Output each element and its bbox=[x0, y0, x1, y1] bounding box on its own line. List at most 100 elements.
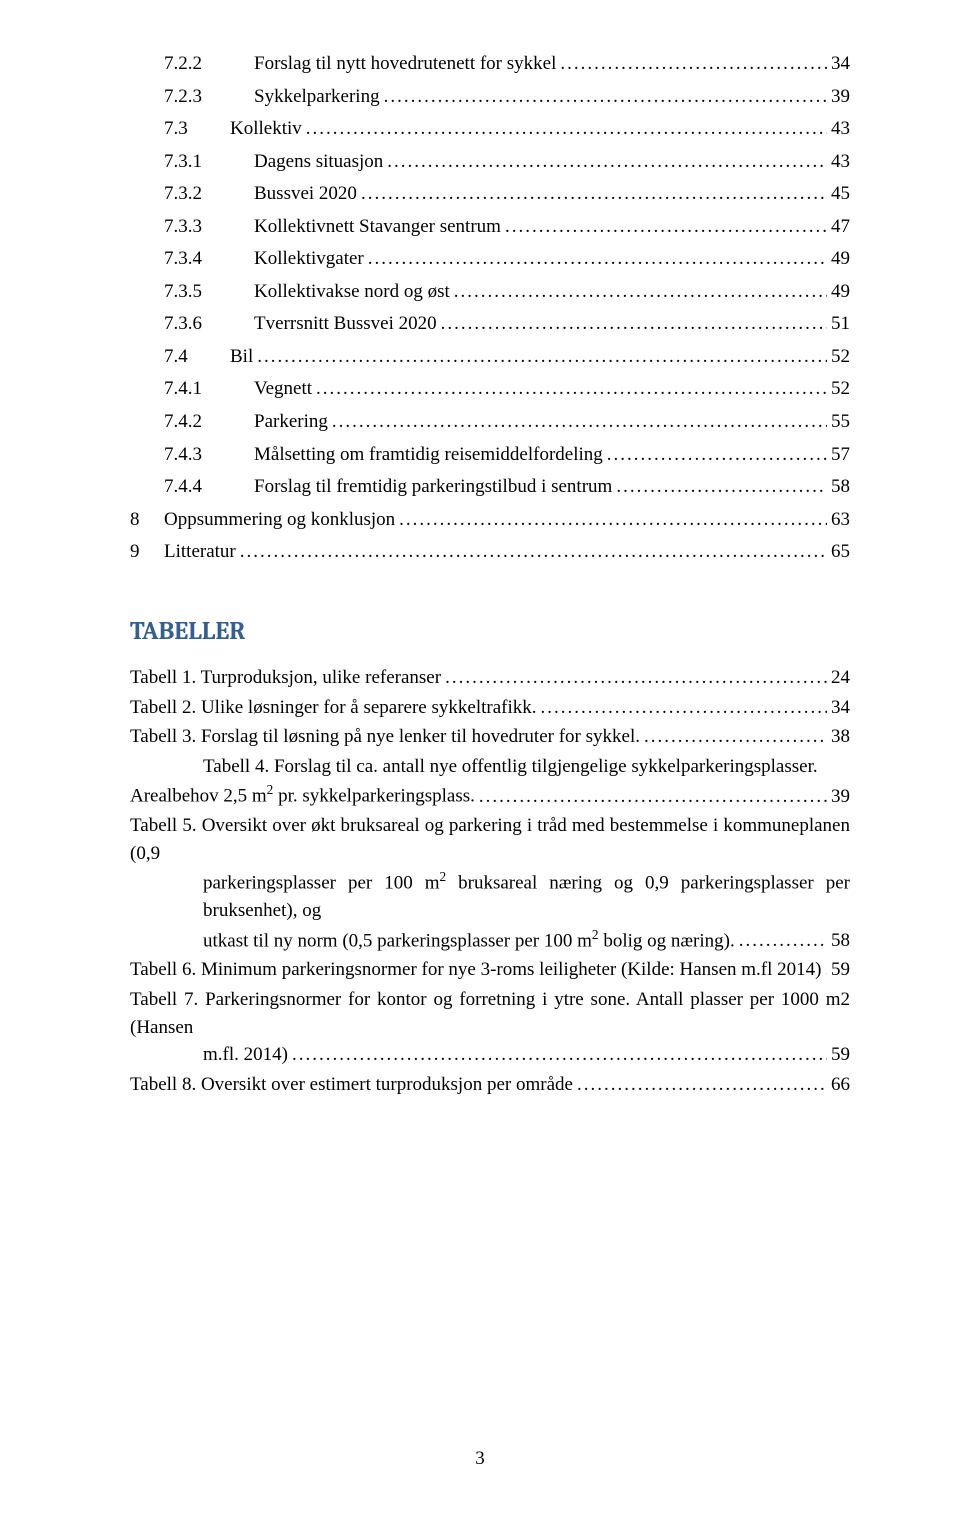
page-number: 3 bbox=[0, 1445, 960, 1473]
toc-title: Forslag til fremtidig parkeringstilbud i… bbox=[254, 473, 612, 501]
table-entry-text: Tabell 2. Ulike løsninger for å separere… bbox=[130, 694, 537, 722]
table-entry: Tabell 8. Oversikt over estimert turprod… bbox=[130, 1071, 850, 1099]
toc-page: 65 bbox=[831, 538, 850, 566]
toc-dots bbox=[541, 694, 828, 722]
toc-dots bbox=[479, 783, 827, 811]
toc-number: 7.3.2 bbox=[164, 180, 254, 208]
table-entry-page: 38 bbox=[831, 723, 850, 751]
toc-page: 63 bbox=[831, 506, 850, 534]
toc-number: 7.3.1 bbox=[164, 148, 254, 176]
toc-dots bbox=[441, 310, 827, 338]
table-entry: Tabell 1. Turproduksjon, ulike referanse… bbox=[130, 664, 850, 692]
toc-dots bbox=[361, 180, 827, 208]
table-entry: Tabell 4. Forslag til ca. antall nye off… bbox=[130, 753, 850, 810]
toc-page: 58 bbox=[831, 473, 850, 501]
toc-page: 57 bbox=[831, 441, 850, 469]
toc-page: 39 bbox=[831, 83, 850, 111]
toc-page: 34 bbox=[831, 50, 850, 78]
toc-title: Vegnett bbox=[254, 375, 312, 403]
table-entry: Tabell 7. Parkeringsnormer for kontor og… bbox=[130, 986, 850, 1069]
table-entry-page: 59 bbox=[831, 1041, 850, 1069]
toc-page: 49 bbox=[831, 245, 850, 273]
table-entry-page: 39 bbox=[831, 783, 850, 811]
toc-title: Litteratur bbox=[164, 538, 236, 566]
toc-entry: 7.4Bil 52 bbox=[130, 343, 850, 371]
toc-number: 8 bbox=[130, 506, 164, 534]
toc-entry: 7.4.1Vegnett 52 bbox=[130, 375, 850, 403]
toc-number: 7.3.5 bbox=[164, 278, 254, 306]
table-entry-text: parkeringsplasser per 100 m2 bruksareal … bbox=[130, 867, 850, 924]
toc-number: 7.3.4 bbox=[164, 245, 254, 273]
toc-number: 7.4.1 bbox=[164, 375, 254, 403]
toc-dots bbox=[505, 213, 827, 241]
toc-page: 55 bbox=[831, 408, 850, 436]
toc-list: 7.2.2Forslag til nytt hovedrutenett for … bbox=[130, 50, 850, 566]
toc-title: Kollektivnett Stavanger sentrum bbox=[254, 213, 501, 241]
toc-entry: 7.3.6Tverrsnitt Bussvei 2020 51 bbox=[130, 310, 850, 338]
toc-title: Kollektiv bbox=[230, 115, 302, 143]
toc-page: 43 bbox=[831, 148, 850, 176]
table-entry: Tabell 2. Ulike løsninger for å separere… bbox=[130, 694, 850, 722]
toc-number: 7.4.3 bbox=[164, 441, 254, 469]
toc-title: Sykkelparkering bbox=[254, 83, 380, 111]
toc-title: Kollektivakse nord og øst bbox=[254, 278, 450, 306]
toc-page: 47 bbox=[831, 213, 850, 241]
toc-number: 7.4.4 bbox=[164, 473, 254, 501]
toc-title: Parkering bbox=[254, 408, 328, 436]
toc-page: 52 bbox=[831, 343, 850, 371]
toc-number: 7.2.3 bbox=[164, 83, 254, 111]
toc-page: 49 bbox=[831, 278, 850, 306]
toc-dots bbox=[306, 115, 827, 143]
toc-dots bbox=[607, 441, 827, 469]
toc-entry: 7.2.2Forslag til nytt hovedrutenett for … bbox=[130, 50, 850, 78]
toc-dots bbox=[399, 506, 827, 534]
toc-dots bbox=[257, 343, 827, 371]
table-entry-text: Tabell 5. Oversikt over økt bruksareal o… bbox=[130, 812, 850, 867]
toc-dots bbox=[292, 1041, 827, 1069]
table-entry-text: m.fl. 2014) bbox=[203, 1041, 288, 1069]
table-entry-text: Tabell 6. Minimum parkeringsnormer for n… bbox=[130, 956, 821, 984]
table-entry-page: 34 bbox=[831, 694, 850, 722]
toc-entry: 7.4.2Parkering 55 bbox=[130, 408, 850, 436]
toc-dots bbox=[445, 664, 827, 692]
toc-number: 7.2.2 bbox=[164, 50, 254, 78]
table-entry-page: 59 bbox=[831, 956, 850, 984]
table-entry: Tabell 5. Oversikt over økt bruksareal o… bbox=[130, 812, 850, 954]
toc-dots bbox=[384, 83, 827, 111]
toc-number: 7.3 bbox=[164, 115, 230, 143]
toc-number: 7.3.3 bbox=[164, 213, 254, 241]
toc-dots bbox=[240, 538, 827, 566]
tables-list: Tabell 1. Turproduksjon, ulike referanse… bbox=[130, 664, 850, 1098]
toc-title: Bil bbox=[230, 343, 253, 371]
toc-entry: 9Litteratur 65 bbox=[130, 538, 850, 566]
toc-title: Målsetting om framtidig reisemiddelforde… bbox=[254, 441, 603, 469]
toc-dots bbox=[454, 278, 827, 306]
toc-entry: 7.3Kollektiv 43 bbox=[130, 115, 850, 143]
toc-entry: 7.4.4Forslag til fremtidig parkeringstil… bbox=[130, 473, 850, 501]
table-entry-page: 58 bbox=[831, 927, 850, 955]
toc-title: Kollektivgater bbox=[254, 245, 364, 273]
table-entry-text: utkast til ny norm (0,5 parkeringsplasse… bbox=[203, 925, 735, 955]
toc-dots bbox=[387, 148, 827, 176]
toc-page: 45 bbox=[831, 180, 850, 208]
toc-entry: 7.3.1Dagens situasjon 43 bbox=[130, 148, 850, 176]
toc-entry: 7.3.4Kollektivgater 49 bbox=[130, 245, 850, 273]
table-entry-text: Tabell 1. Turproduksjon, ulike referanse… bbox=[130, 664, 441, 692]
table-entry: Tabell 3. Forslag til løsning på nye len… bbox=[130, 723, 850, 751]
toc-page: 43 bbox=[831, 115, 850, 143]
toc-dots bbox=[368, 245, 827, 273]
toc-entry: 7.3.3Kollektivnett Stavanger sentrum 47 bbox=[130, 213, 850, 241]
table-entry-text: Tabell 8. Oversikt over estimert turprod… bbox=[130, 1071, 573, 1099]
toc-dots bbox=[644, 723, 827, 751]
tables-header: TABELLER bbox=[130, 614, 850, 650]
toc-entry: 7.2.3Sykkelparkering 39 bbox=[130, 83, 850, 111]
toc-title: Oppsummering og konklusjon bbox=[164, 506, 395, 534]
toc-number: 7.4.2 bbox=[164, 408, 254, 436]
toc-page: 52 bbox=[831, 375, 850, 403]
toc-dots bbox=[560, 50, 827, 78]
table-entry-text: Arealbehov 2,5 m2 pr. sykkelparkeringspl… bbox=[130, 780, 475, 810]
toc-number: 7.3.6 bbox=[164, 310, 254, 338]
toc-title: Bussvei 2020 bbox=[254, 180, 357, 208]
toc-title: Dagens situasjon bbox=[254, 148, 383, 176]
toc-dots bbox=[825, 956, 827, 984]
